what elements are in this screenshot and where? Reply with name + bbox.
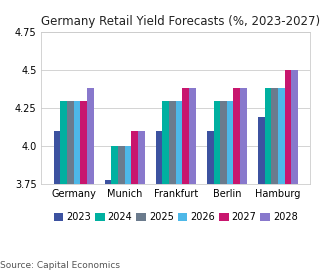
Bar: [214, 100, 220, 273]
Bar: [131, 131, 138, 273]
Bar: [125, 146, 131, 273]
Bar: [240, 88, 247, 273]
Bar: [182, 88, 189, 273]
Bar: [73, 100, 80, 273]
Legend: 2023, 2024, 2025, 2026, 2027, 2028: 2023, 2024, 2025, 2026, 2027, 2028: [54, 212, 298, 222]
Bar: [156, 131, 162, 273]
Bar: [233, 88, 240, 273]
Bar: [118, 146, 125, 273]
Bar: [169, 100, 176, 273]
Bar: [60, 100, 67, 273]
Bar: [87, 88, 94, 273]
Bar: [138, 131, 145, 273]
Bar: [278, 88, 284, 273]
Bar: [291, 70, 298, 273]
Text: Germany Retail Yield Forecasts (%, 2023-2027): Germany Retail Yield Forecasts (%, 2023-…: [42, 15, 320, 28]
Bar: [271, 88, 278, 273]
Bar: [220, 100, 227, 273]
Bar: [105, 180, 111, 273]
Bar: [176, 100, 182, 273]
Bar: [67, 100, 73, 273]
Bar: [207, 131, 214, 273]
Bar: [54, 131, 60, 273]
Bar: [284, 70, 291, 273]
Bar: [258, 117, 265, 273]
Bar: [265, 88, 271, 273]
Bar: [111, 146, 118, 273]
Bar: [227, 100, 233, 273]
Bar: [162, 100, 169, 273]
Text: Source: Capital Economics: Source: Capital Economics: [0, 261, 120, 270]
Bar: [80, 100, 87, 273]
Bar: [189, 88, 196, 273]
